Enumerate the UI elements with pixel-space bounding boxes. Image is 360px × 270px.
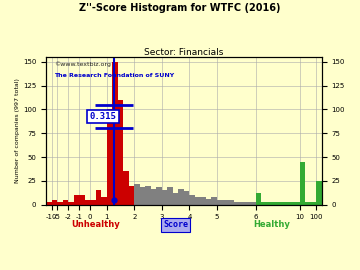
Bar (134, 184, 140, 205)
Bar (162, 190, 167, 205)
Bar (156, 187, 162, 205)
Bar (73, 195, 79, 205)
Title: Sector: Financials: Sector: Financials (144, 48, 224, 57)
Bar (79, 195, 85, 205)
Bar (278, 202, 283, 205)
Text: 0.315: 0.315 (89, 112, 116, 121)
Text: ©www.textbiz.org: ©www.textbiz.org (54, 62, 111, 67)
Bar (57, 202, 63, 205)
Bar (112, 62, 118, 205)
Bar (107, 109, 112, 205)
Bar (294, 202, 300, 205)
Bar (261, 202, 267, 205)
Bar (206, 199, 211, 205)
Bar (300, 162, 305, 205)
Y-axis label: Number of companies (997 total): Number of companies (997 total) (15, 78, 20, 183)
Bar (201, 197, 206, 205)
Bar (217, 200, 222, 205)
Bar (244, 202, 250, 205)
Bar (316, 181, 322, 205)
Bar (140, 187, 145, 205)
Bar (85, 200, 90, 205)
Bar (228, 200, 234, 205)
Bar (151, 189, 156, 205)
Bar (68, 202, 73, 205)
Bar (178, 189, 184, 205)
Text: Z''-Score Histogram for WTFC (2016): Z''-Score Histogram for WTFC (2016) (79, 3, 281, 13)
Bar (90, 200, 96, 205)
Bar (184, 191, 189, 205)
Bar (267, 202, 272, 205)
Bar (305, 202, 311, 205)
Bar (123, 171, 129, 205)
Bar (250, 202, 256, 205)
Bar (129, 185, 134, 205)
Bar (289, 202, 294, 205)
Bar (46, 202, 51, 205)
Bar (256, 193, 261, 205)
Bar (311, 202, 316, 205)
Text: Unhealthy: Unhealthy (71, 220, 120, 230)
Bar (51, 200, 57, 205)
Bar (234, 202, 239, 205)
Bar (173, 193, 178, 205)
Bar (283, 202, 289, 205)
Bar (63, 200, 68, 205)
Text: The Research Foundation of SUNY: The Research Foundation of SUNY (54, 73, 175, 78)
Bar (145, 185, 151, 205)
Bar (211, 197, 217, 205)
Bar (101, 197, 107, 205)
Bar (195, 197, 201, 205)
Bar (222, 200, 228, 205)
Bar (118, 100, 123, 205)
Text: Healthy: Healthy (254, 220, 291, 230)
Bar (272, 202, 278, 205)
Bar (239, 202, 244, 205)
Bar (189, 195, 195, 205)
Bar (96, 190, 101, 205)
Text: Score: Score (163, 220, 188, 230)
Bar (167, 187, 173, 205)
